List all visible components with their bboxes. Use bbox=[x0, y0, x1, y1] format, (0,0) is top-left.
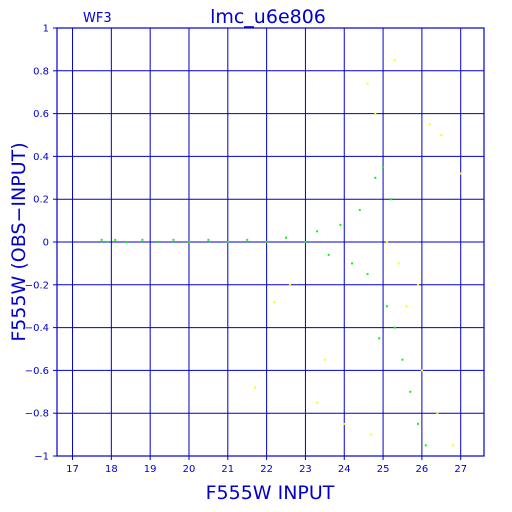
y-tick-label: −0.2 bbox=[25, 280, 49, 291]
y-tick-label: 1 bbox=[43, 24, 49, 35]
yellow-data-point bbox=[343, 422, 346, 425]
x-axis-label: F555W INPUT bbox=[206, 482, 335, 504]
green-data-point bbox=[226, 241, 229, 243]
green-data-point bbox=[106, 241, 109, 243]
green-data-point bbox=[207, 238, 210, 241]
y-tick-label: −0.4 bbox=[25, 323, 49, 334]
subtitle-text: WF3 bbox=[83, 11, 112, 26]
yellow-data-point bbox=[366, 82, 369, 85]
green-data-point bbox=[265, 241, 268, 243]
yellow-data-point bbox=[253, 386, 256, 389]
y-tick-label: −1 bbox=[34, 452, 49, 463]
y-axis-label: F555W (OBS−INPUT) bbox=[8, 142, 30, 341]
y-tick-label: 0.2 bbox=[33, 195, 49, 206]
y-tick-label: −0.8 bbox=[25, 409, 49, 420]
x-tick-label: 19 bbox=[144, 464, 157, 475]
yellow-data-point bbox=[397, 262, 400, 265]
x-axis-ticks: 17 18 19 20 21 22 23 24 25 26 27 bbox=[66, 456, 467, 475]
green-data-point bbox=[374, 176, 377, 179]
green-data-point bbox=[246, 238, 249, 241]
green-data-point bbox=[358, 208, 361, 211]
yellow-data-point bbox=[417, 283, 420, 286]
green-data-point bbox=[125, 241, 128, 243]
y-tick-label: 0.6 bbox=[33, 109, 49, 120]
yellow-data-point bbox=[451, 444, 454, 447]
green-data-point bbox=[100, 238, 103, 241]
green-data-point bbox=[385, 305, 388, 308]
green-data-point bbox=[393, 326, 396, 329]
yellow-data-point bbox=[393, 59, 396, 62]
y-tick-label: −0.6 bbox=[25, 366, 49, 377]
yellow-data-point bbox=[459, 172, 462, 175]
yellow-data-point bbox=[420, 369, 423, 372]
yellow-data-point bbox=[405, 305, 408, 308]
green-data-point bbox=[378, 337, 381, 340]
yellow-data-point bbox=[385, 241, 388, 243]
green-data-point bbox=[187, 241, 190, 243]
green-data-point bbox=[156, 241, 159, 243]
yellow-data-point bbox=[288, 283, 291, 286]
x-tick-label: 17 bbox=[66, 464, 79, 475]
chart-title: lmc_u6e806 bbox=[210, 6, 326, 28]
y-tick-label: 0.8 bbox=[33, 66, 49, 77]
yellow-data-point bbox=[440, 134, 443, 136]
green-data-point bbox=[424, 444, 427, 447]
green-data-point bbox=[141, 238, 144, 241]
yellow-data-point bbox=[436, 412, 439, 415]
y-tick-label: 0 bbox=[43, 238, 49, 249]
green-data-point bbox=[285, 236, 288, 239]
green-data-point bbox=[401, 358, 404, 361]
x-tick-label: 24 bbox=[338, 464, 351, 475]
x-tick-label: 18 bbox=[105, 464, 118, 475]
green-data-point bbox=[304, 241, 307, 243]
green-data-point bbox=[172, 238, 175, 241]
yellow-data-point bbox=[428, 123, 431, 126]
x-tick-label: 22 bbox=[260, 464, 273, 475]
green-data-point bbox=[366, 273, 369, 276]
x-tick-label: 25 bbox=[377, 464, 390, 475]
y-axis-ticks: 1 0.8 0.6 0.4 0.2 0 −0.2 −0.4 −0.6 −0.8 −1 bbox=[25, 24, 57, 463]
x-tick-label: 27 bbox=[454, 464, 467, 475]
green-data-point bbox=[389, 198, 392, 201]
green-data-point bbox=[316, 230, 319, 233]
green-data-point bbox=[417, 422, 420, 425]
green-data-point bbox=[339, 223, 342, 226]
x-tick-label: 26 bbox=[416, 464, 429, 475]
green-data-point bbox=[114, 238, 117, 241]
yellow-data-point bbox=[273, 300, 276, 303]
yellow-data-point bbox=[323, 358, 326, 361]
green-data-point bbox=[409, 390, 412, 393]
green-data-point bbox=[382, 166, 385, 169]
yellow-data-point bbox=[316, 401, 319, 404]
y-tick-label: 0.4 bbox=[33, 152, 49, 163]
green-data-point bbox=[351, 262, 354, 265]
yellow-data-point bbox=[374, 112, 377, 115]
yellow-data-point bbox=[370, 433, 373, 436]
x-tick-label: 20 bbox=[183, 464, 196, 475]
x-tick-label: 21 bbox=[221, 464, 234, 475]
data-points bbox=[100, 59, 462, 447]
x-tick-label: 23 bbox=[299, 464, 312, 475]
green-data-point bbox=[327, 253, 330, 256]
